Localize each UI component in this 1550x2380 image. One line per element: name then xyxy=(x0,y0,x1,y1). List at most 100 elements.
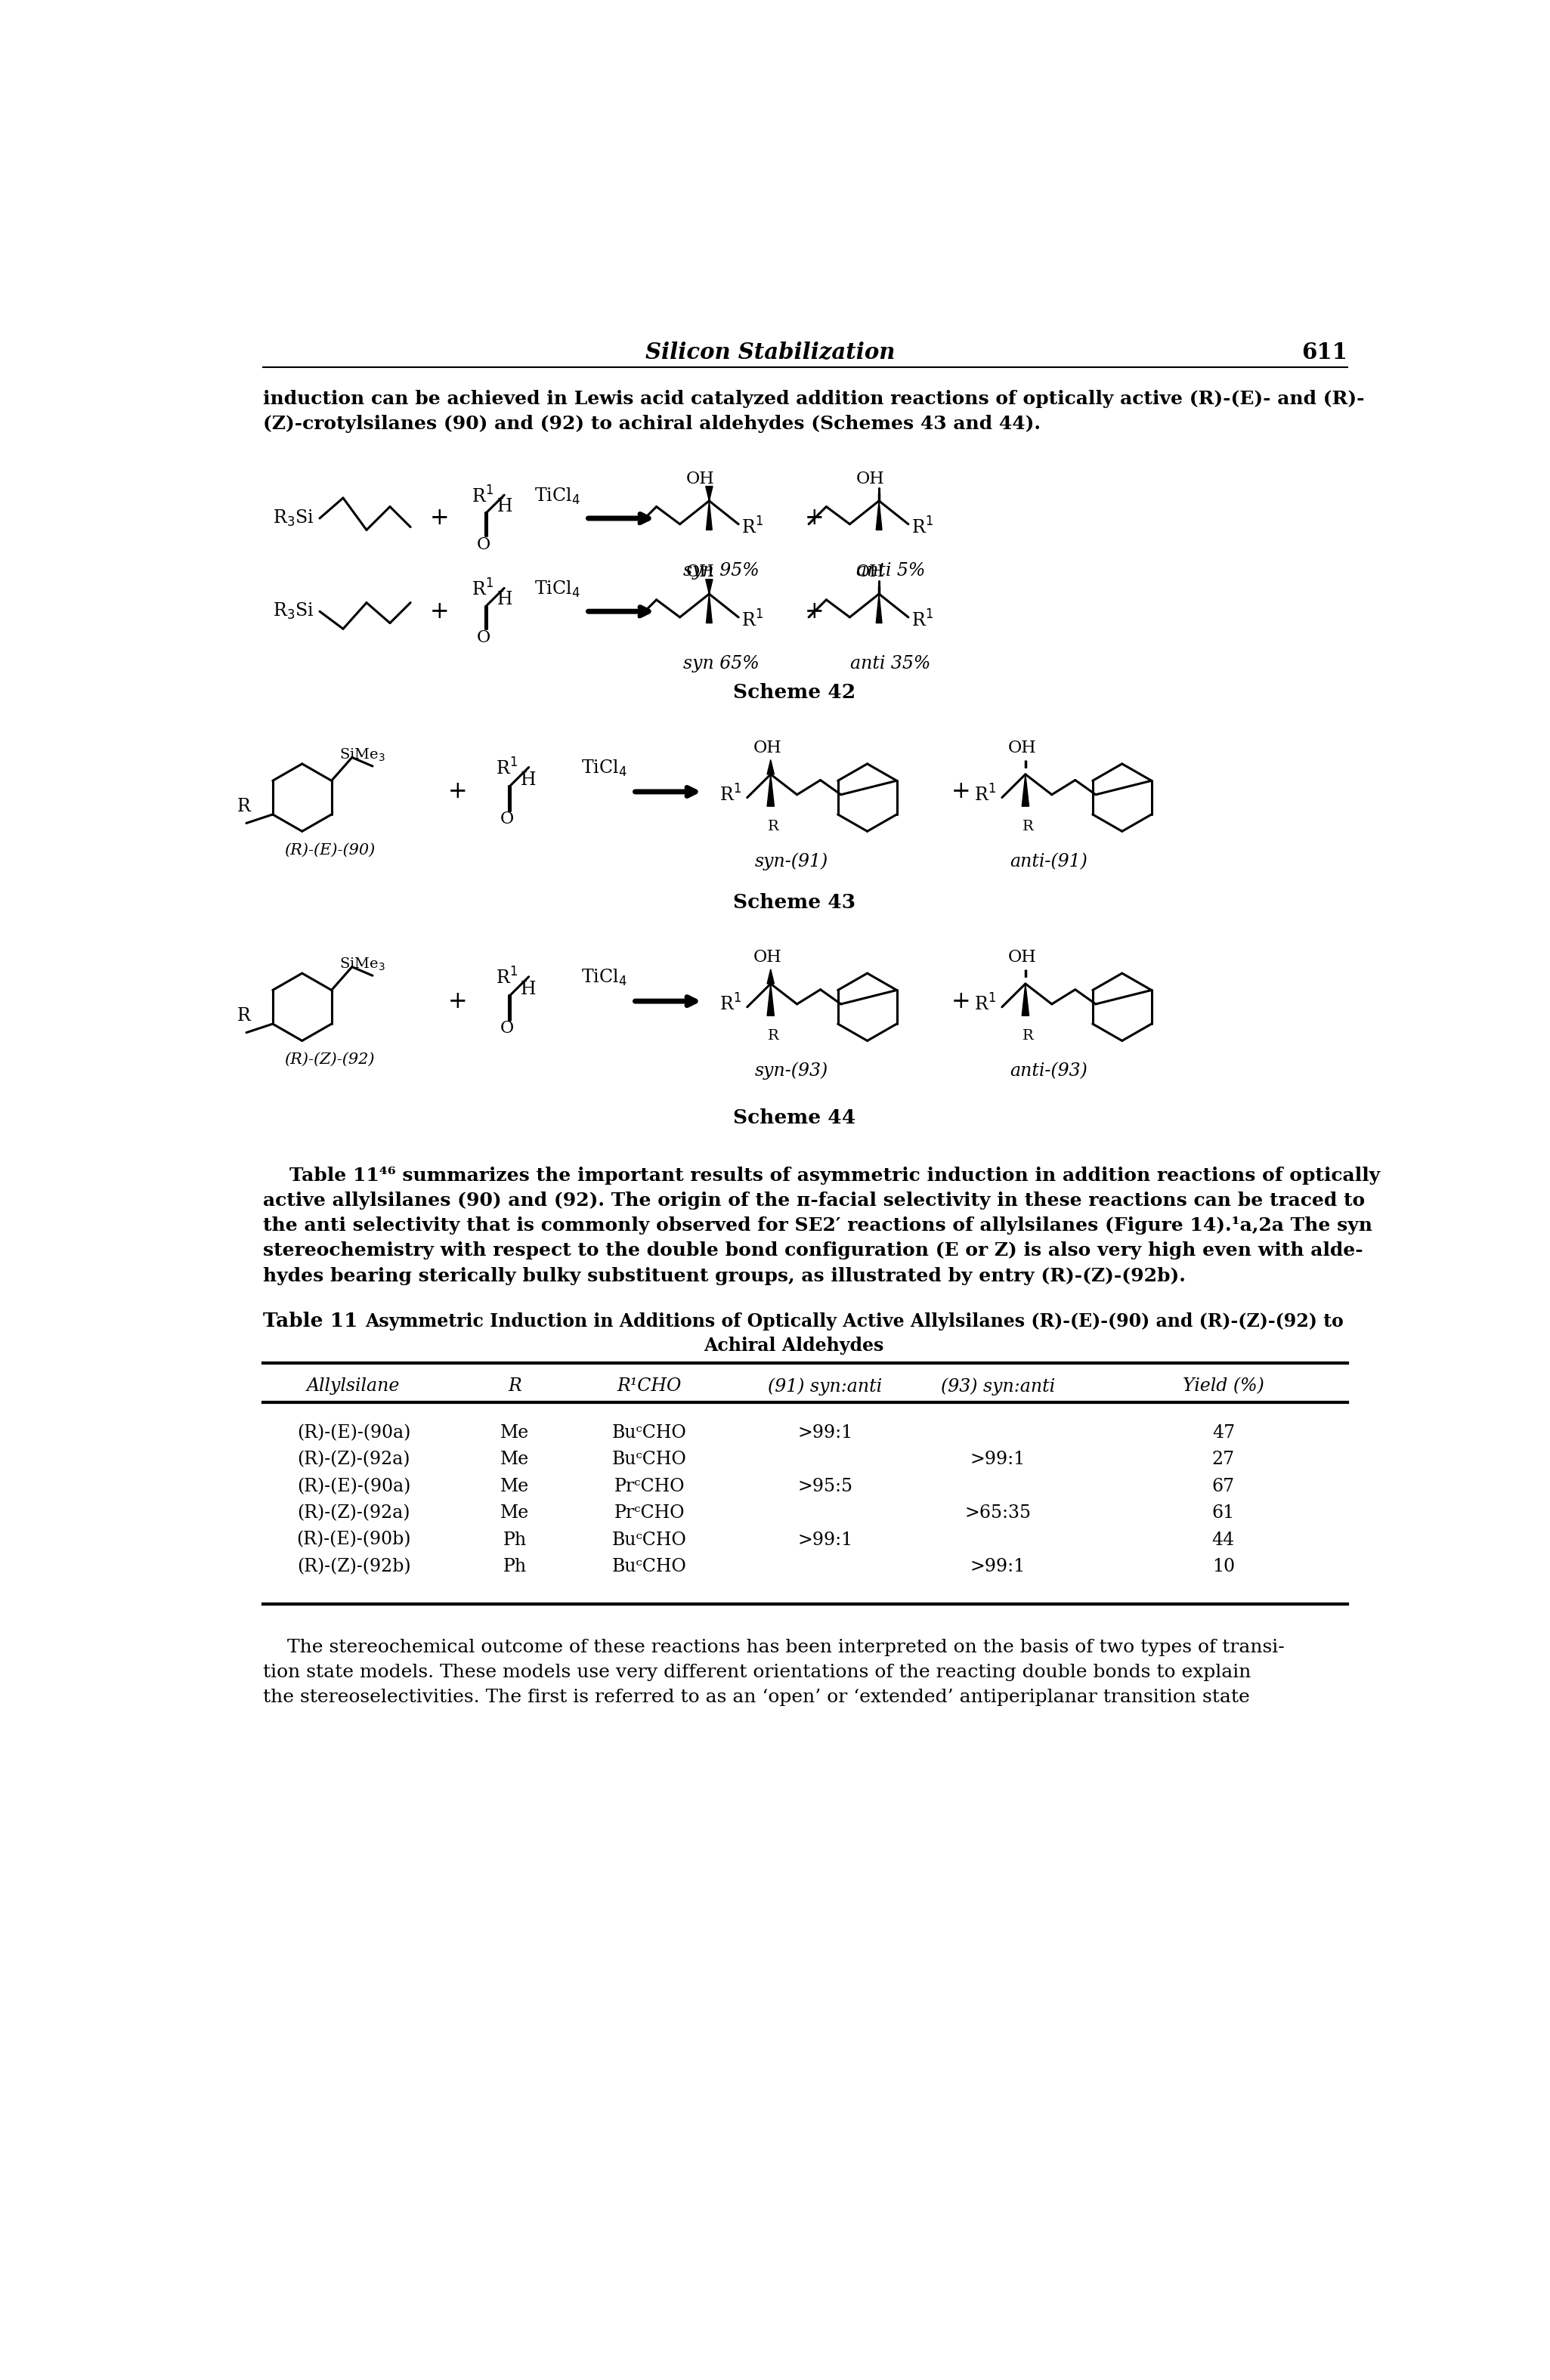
Text: The stereochemical outcome of these reactions has been interpreted on the basis : The stereochemical outcome of these reac… xyxy=(264,1640,1285,1656)
Text: +: + xyxy=(429,600,450,624)
Text: PrᶜCHO: PrᶜCHO xyxy=(614,1504,685,1521)
Text: R$^1$: R$^1$ xyxy=(741,516,763,538)
Text: stereochemistry with respect to the double bond configuration (E or Z) is also v: stereochemistry with respect to the doub… xyxy=(264,1242,1362,1259)
Text: R$^1$: R$^1$ xyxy=(496,969,518,988)
Text: syn-(91): syn-(91) xyxy=(755,852,828,871)
Text: TiCl$_4$: TiCl$_4$ xyxy=(533,578,580,600)
Text: 27: 27 xyxy=(1212,1452,1235,1468)
Text: BuᶜCHO: BuᶜCHO xyxy=(612,1530,687,1549)
Text: induction can be achieved in Lewis acid catalyzed addition reactions of opticall: induction can be achieved in Lewis acid … xyxy=(264,390,1364,407)
Text: (R)-(E)-(90a): (R)-(E)-(90a) xyxy=(296,1478,411,1495)
Text: +: + xyxy=(952,990,970,1014)
Text: >99:1: >99:1 xyxy=(797,1530,852,1549)
Polygon shape xyxy=(767,969,773,983)
Text: (R)-(Z)-(92b): (R)-(Z)-(92b) xyxy=(296,1559,411,1576)
Text: R$^1$: R$^1$ xyxy=(496,759,518,778)
Text: Table 11: Table 11 xyxy=(264,1311,358,1330)
Text: TiCl$_4$: TiCl$_4$ xyxy=(581,759,626,778)
Text: OH: OH xyxy=(856,471,885,488)
Text: (93) syn:anti: (93) syn:anti xyxy=(941,1378,1056,1395)
Text: anti-(93): anti-(93) xyxy=(1011,1061,1088,1081)
Text: R$^1$: R$^1$ xyxy=(719,995,741,1014)
Text: Me: Me xyxy=(501,1478,529,1495)
Text: OH: OH xyxy=(856,564,885,581)
Polygon shape xyxy=(767,983,773,1016)
Text: R$^1$: R$^1$ xyxy=(741,609,763,631)
Text: R$^1$: R$^1$ xyxy=(975,785,997,804)
Text: O: O xyxy=(477,628,490,645)
Text: syn 95%: syn 95% xyxy=(684,562,760,578)
Text: (R)-(Z)-(92): (R)-(Z)-(92) xyxy=(284,1052,374,1066)
Text: (91) syn:anti: (91) syn:anti xyxy=(767,1378,882,1395)
Text: R: R xyxy=(1023,1028,1034,1042)
Text: Silicon Stabilization: Silicon Stabilization xyxy=(645,343,896,364)
Text: >65:35: >65:35 xyxy=(964,1504,1031,1521)
Text: R$_3$Si: R$_3$Si xyxy=(273,509,315,528)
Text: O: O xyxy=(501,1021,515,1038)
Text: hydes bearing sterically bulky substituent groups, as illustrated by entry (R)-(: hydes bearing sterically bulky substitue… xyxy=(264,1266,1186,1285)
Text: R$_3$Si: R$_3$Si xyxy=(273,602,315,621)
Text: R: R xyxy=(508,1378,521,1395)
Text: +: + xyxy=(804,507,825,531)
Text: Yield (%): Yield (%) xyxy=(1183,1378,1265,1395)
Text: (R)-(Z)-(92a): (R)-(Z)-(92a) xyxy=(298,1504,411,1521)
Text: R: R xyxy=(237,797,251,814)
Text: R$^1$: R$^1$ xyxy=(911,516,933,538)
Text: 611: 611 xyxy=(1302,343,1347,364)
Text: BuᶜCHO: BuᶜCHO xyxy=(612,1423,687,1442)
Text: OH: OH xyxy=(687,471,715,488)
Text: syn-(93): syn-(93) xyxy=(755,1061,828,1081)
Text: +: + xyxy=(952,781,970,804)
Text: R$^1$: R$^1$ xyxy=(719,785,741,804)
Text: (Z)-crotylsilanes (90) and (92) to achiral aldehydes (Schemes 43 and 44).: (Z)-crotylsilanes (90) and (92) to achir… xyxy=(264,414,1040,433)
Text: the anti selectivity that is commonly observed for SE2′ reactions of allylsilane: the anti selectivity that is commonly ob… xyxy=(264,1216,1372,1235)
Polygon shape xyxy=(705,578,713,595)
Text: (R)-(Z)-(92a): (R)-(Z)-(92a) xyxy=(298,1452,411,1468)
Text: SiMe$_3$: SiMe$_3$ xyxy=(339,747,384,764)
Polygon shape xyxy=(1021,983,1029,1016)
Text: Achiral Aldehydes: Achiral Aldehydes xyxy=(704,1338,884,1354)
Text: PrᶜCHO: PrᶜCHO xyxy=(614,1478,685,1495)
Text: (R)-(E)-(90a): (R)-(E)-(90a) xyxy=(296,1423,411,1442)
Text: BuᶜCHO: BuᶜCHO xyxy=(612,1559,687,1576)
Text: Allylsilane: Allylsilane xyxy=(307,1378,400,1395)
Text: (R)-(E)-(90b): (R)-(E)-(90b) xyxy=(296,1530,411,1549)
Text: anti 5%: anti 5% xyxy=(856,562,925,578)
Text: >99:1: >99:1 xyxy=(797,1423,852,1442)
Text: active allylsilanes (90) and (92). The origin of the π-facial selectivity in the: active allylsilanes (90) and (92). The o… xyxy=(264,1192,1366,1209)
Polygon shape xyxy=(705,486,713,500)
Polygon shape xyxy=(767,774,773,807)
Text: +: + xyxy=(448,990,467,1014)
Text: Scheme 43: Scheme 43 xyxy=(733,892,856,912)
Text: 47: 47 xyxy=(1212,1423,1235,1442)
Text: OH: OH xyxy=(687,564,715,581)
Text: 67: 67 xyxy=(1212,1478,1235,1495)
Text: Scheme 42: Scheme 42 xyxy=(733,683,856,702)
Text: OH: OH xyxy=(1008,950,1037,966)
Text: R$^1$: R$^1$ xyxy=(471,486,494,507)
Polygon shape xyxy=(707,595,711,624)
Text: Ph: Ph xyxy=(502,1559,527,1576)
Text: R$^1$: R$^1$ xyxy=(911,609,933,631)
Polygon shape xyxy=(1021,774,1029,807)
Text: Asymmetric Induction in Additions of Optically Active Allylsilanes (R)-(E)-(90) : Asymmetric Induction in Additions of Opt… xyxy=(366,1311,1344,1330)
Text: 61: 61 xyxy=(1212,1504,1235,1521)
Text: >95:5: >95:5 xyxy=(798,1478,853,1495)
Text: TiCl$_4$: TiCl$_4$ xyxy=(581,969,626,988)
Text: OH: OH xyxy=(753,740,783,757)
Text: anti-(91): anti-(91) xyxy=(1011,852,1088,871)
Text: R$^1$: R$^1$ xyxy=(975,995,997,1014)
Text: the stereoselectivities. The first is referred to as an ‘open’ or ‘extended’ ant: the stereoselectivities. The first is re… xyxy=(264,1690,1249,1706)
Text: Me: Me xyxy=(501,1504,529,1521)
Text: >99:1: >99:1 xyxy=(970,1559,1026,1576)
Text: H: H xyxy=(521,981,536,997)
Text: H: H xyxy=(498,497,513,516)
Text: >99:1: >99:1 xyxy=(970,1452,1026,1468)
Text: Table 11⁴⁶ summarizes the important results of asymmetric induction in addition : Table 11⁴⁶ summarizes the important resu… xyxy=(264,1166,1380,1185)
Text: TiCl$_4$: TiCl$_4$ xyxy=(533,486,580,507)
Text: anti 35%: anti 35% xyxy=(851,655,932,674)
Text: R: R xyxy=(767,819,780,833)
Text: tion state models. These models use very different orientations of the reacting : tion state models. These models use very… xyxy=(264,1664,1251,1680)
Text: R: R xyxy=(237,1007,251,1023)
Text: Me: Me xyxy=(501,1423,529,1442)
